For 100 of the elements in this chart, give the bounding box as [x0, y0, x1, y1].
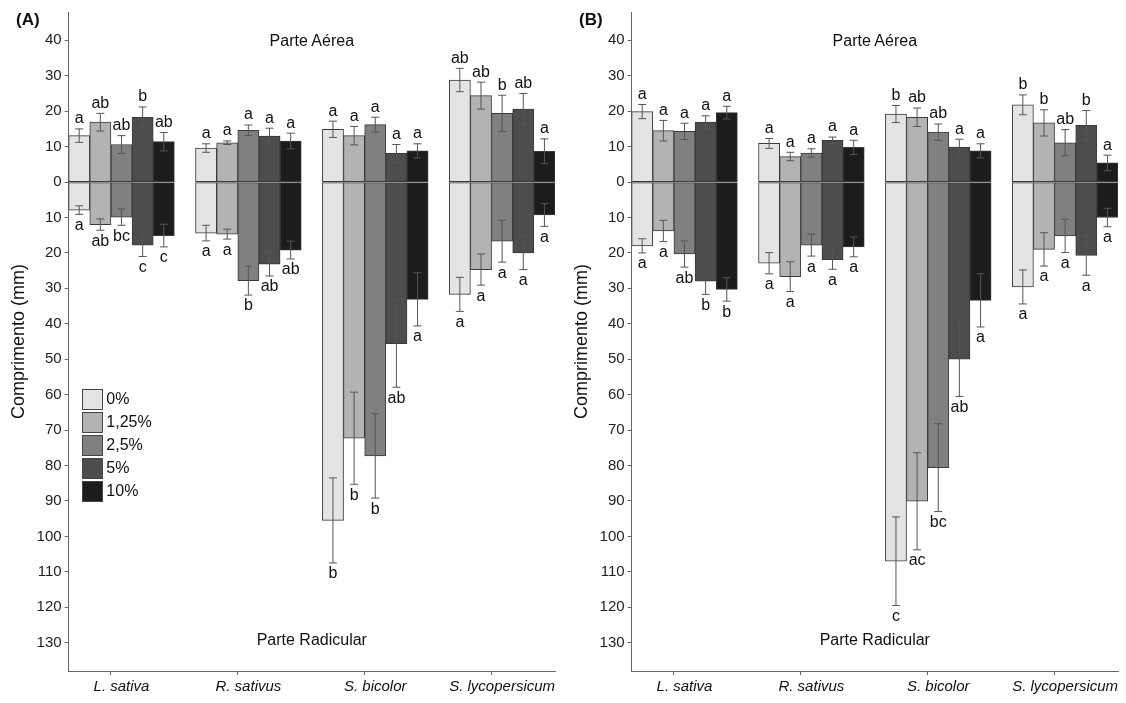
- data-label: a: [201, 124, 211, 142]
- data-label: b: [370, 499, 380, 517]
- y-tick-label: 110: [37, 561, 62, 579]
- data-label: a: [764, 275, 774, 293]
- annotation: Parte Aérea: [832, 32, 918, 50]
- y-tick-label: 90: [44, 491, 62, 509]
- y-tick-label: 30: [607, 65, 625, 83]
- y-tick-label: 40: [44, 313, 62, 331]
- data-label: a: [370, 97, 380, 115]
- data-label: a: [286, 113, 296, 131]
- y-tick-label: 40: [44, 30, 62, 48]
- data-label: a: [539, 227, 549, 245]
- y-tick-label: 120: [36, 597, 62, 615]
- data-label: a: [222, 121, 232, 139]
- y-tick-label: 20: [44, 101, 62, 119]
- legend-label: 5%: [106, 459, 130, 478]
- x-tick-label: S. lycopersicum: [449, 677, 556, 695]
- data-label: a: [1060, 253, 1070, 271]
- y-tick-label: 10: [607, 207, 625, 225]
- data-label: b: [497, 75, 507, 93]
- data-label: bc: [929, 512, 947, 530]
- y-tick-label: 100: [599, 526, 625, 544]
- data-label: ab: [1056, 110, 1075, 128]
- y-tick-label: 100: [36, 526, 62, 544]
- data-label: a: [785, 132, 795, 150]
- data-label: ab: [260, 277, 279, 295]
- data-label: a: [518, 270, 528, 288]
- y-tick-label: 30: [44, 65, 62, 83]
- data-label: c: [159, 248, 168, 266]
- y-tick-label: 80: [44, 455, 62, 473]
- chart-title: (A): [16, 9, 40, 29]
- y-tick-label: 50: [44, 349, 62, 367]
- data-label: a: [637, 254, 647, 272]
- data-label: ab: [91, 231, 110, 249]
- y-tick-label: 60: [607, 384, 625, 402]
- data-label: b: [722, 302, 732, 320]
- legend-label: 0%: [106, 390, 130, 409]
- data-label: a: [637, 84, 647, 102]
- data-label: ab: [281, 260, 300, 278]
- data-label: ab: [929, 104, 948, 122]
- x-tick-label: S. lycopersicum: [1012, 677, 1119, 695]
- data-label: a: [1102, 228, 1112, 246]
- data-label: b: [891, 85, 901, 103]
- y-tick-label: 0: [616, 172, 625, 190]
- data-label: ab: [675, 268, 694, 286]
- y-tick-label: 30: [607, 278, 625, 296]
- x-tick-label: L. sativa: [656, 677, 713, 695]
- data-label: a: [328, 101, 338, 119]
- data-label: a: [828, 270, 838, 288]
- y-tick-label: 120: [599, 597, 625, 615]
- x-tick-label: S. bicolor: [906, 677, 971, 695]
- y-tick-label: 10: [607, 136, 625, 154]
- data-label: bc: [113, 226, 130, 244]
- data-label: a: [74, 109, 84, 127]
- legend-label: 2,5%: [106, 436, 143, 455]
- data-label: a: [1018, 305, 1028, 323]
- x-tick-label: S. bicolor: [343, 677, 408, 695]
- y-tick-label: 40: [607, 30, 625, 48]
- data-label: a: [265, 108, 275, 126]
- y-tick-label: 130: [599, 632, 625, 650]
- y-tick-label: 50: [607, 349, 625, 367]
- data-label: b: [701, 295, 711, 313]
- data-label: a: [722, 86, 732, 104]
- y-axis-title: Comprimento (mm): [570, 263, 591, 420]
- y-tick-label: 70: [44, 420, 62, 438]
- data-label: b: [138, 87, 148, 105]
- data-label: ab: [154, 112, 173, 130]
- data-label: a: [849, 120, 859, 138]
- data-label: b: [1018, 75, 1028, 93]
- data-label: a: [785, 292, 795, 310]
- y-tick-label: 80: [607, 455, 625, 473]
- data-label: a: [976, 124, 986, 142]
- y-tick-label: 10: [44, 207, 62, 225]
- data-label: a: [954, 119, 964, 137]
- data-label: ab: [514, 73, 533, 91]
- data-label: b: [328, 564, 338, 582]
- annotation: Parte Radicular: [256, 631, 368, 649]
- y-tick-label: 10: [44, 136, 62, 154]
- data-label: a: [497, 263, 507, 281]
- data-label: ac: [908, 551, 926, 569]
- data-label: a: [74, 215, 84, 233]
- y-tick-label: 110: [600, 561, 625, 579]
- legend-label: 10%: [106, 482, 139, 501]
- data-label: ab: [450, 48, 469, 66]
- data-label: ab: [387, 388, 406, 406]
- data-label: a: [764, 118, 774, 136]
- data-label: b: [349, 485, 359, 503]
- y-tick-label: 20: [44, 243, 62, 261]
- y-tick-label: 60: [44, 384, 62, 402]
- data-label: a: [806, 129, 816, 147]
- x-tick-label: R. sativus: [215, 677, 282, 695]
- y-tick-label: 130: [36, 632, 62, 650]
- data-label: a: [849, 258, 859, 276]
- data-label: a: [201, 242, 211, 260]
- data-label: a: [976, 328, 986, 346]
- data-label: b: [1039, 90, 1049, 108]
- y-tick-label: 30: [44, 278, 62, 296]
- data-label: a: [658, 242, 668, 260]
- chart-title: (B): [579, 9, 603, 29]
- data-label: ab: [91, 93, 110, 111]
